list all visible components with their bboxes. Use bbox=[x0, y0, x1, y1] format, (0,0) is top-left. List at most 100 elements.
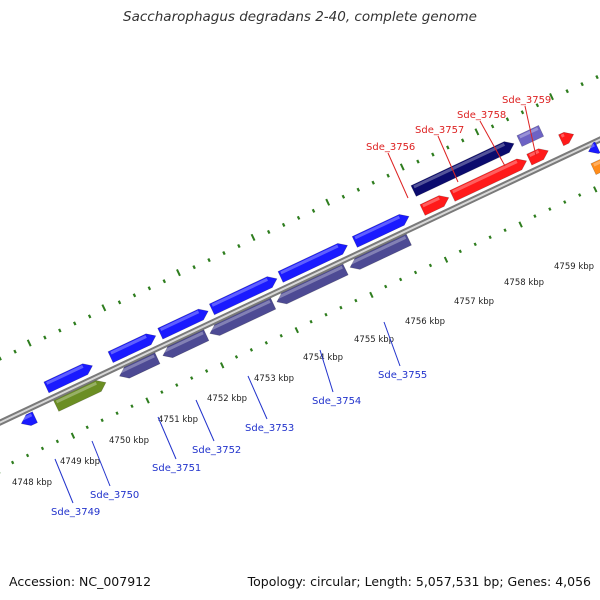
outer-tick bbox=[58, 328, 62, 333]
genome-summary: Topology: circular; Length: 5,057,531 bp… bbox=[247, 574, 591, 589]
navy-feature-highlight bbox=[413, 143, 505, 189]
gene-label-reverse: Sde_3753 bbox=[245, 423, 294, 434]
inner-tick bbox=[369, 291, 374, 299]
genome-title: Saccharophagus degradans 2-40, complete … bbox=[123, 9, 477, 25]
inner-tick bbox=[145, 397, 150, 404]
blue-feature-highlight bbox=[160, 310, 200, 331]
outer-tick bbox=[505, 117, 510, 122]
inner-tick bbox=[25, 453, 30, 458]
slate-feature bbox=[119, 352, 161, 379]
tick-marks bbox=[0, 75, 599, 474]
accession-label: Accession: NC_007912 bbox=[9, 574, 152, 589]
outer-tick bbox=[13, 349, 17, 354]
inner-tick bbox=[115, 411, 119, 416]
navy-feature bbox=[410, 141, 515, 197]
outer-tick bbox=[311, 208, 316, 213]
blue-feature bbox=[43, 363, 93, 394]
inner-tick bbox=[40, 446, 45, 451]
slate-feature-highlight bbox=[349, 236, 407, 265]
outer-tick bbox=[296, 215, 301, 220]
inner-tick bbox=[518, 221, 523, 228]
kbp-scale-labels: 4748 kbp 4749 kbp 4750 kbp 4751 kbp 4752 kbp… bbox=[12, 262, 594, 488]
red-feature bbox=[558, 131, 575, 147]
blue-small-feature-highlight bbox=[588, 143, 595, 149]
gene-label-forward: Sde_3759 bbox=[502, 95, 551, 106]
inner-tick bbox=[428, 263, 433, 268]
outer-tick bbox=[490, 124, 495, 129]
genome-backbone bbox=[0, 136, 600, 426]
blue-feature-highlight bbox=[46, 365, 84, 385]
outer-tick bbox=[73, 321, 77, 326]
gene-label-reverse: Sde_3752 bbox=[192, 445, 241, 456]
kbp-label: 4750 kbp bbox=[109, 436, 149, 446]
slate-feature-highlight bbox=[162, 331, 204, 353]
outer-tick bbox=[325, 198, 331, 206]
gene-label-reverse: Sde_3754 bbox=[312, 396, 361, 407]
inner-tick bbox=[294, 326, 299, 334]
outer-tick bbox=[43, 335, 47, 340]
gene-leader-line bbox=[247, 375, 268, 420]
gene-leader-line bbox=[54, 458, 74, 504]
outer-tick bbox=[371, 180, 375, 185]
outer-tick bbox=[341, 194, 346, 199]
outer-tick bbox=[176, 269, 181, 277]
kbp-label: 4754 kbp bbox=[303, 353, 343, 363]
inner-tick bbox=[70, 432, 76, 439]
inner-tick bbox=[578, 193, 582, 197]
inner-tick bbox=[175, 383, 179, 387]
olive-feature-highlight bbox=[55, 381, 97, 404]
inner-tick bbox=[85, 425, 89, 430]
gene-label-reverse: Sde_3750 bbox=[90, 490, 139, 501]
outer-tick bbox=[192, 265, 196, 270]
gene-leader-line bbox=[319, 349, 334, 393]
outer-tick bbox=[162, 279, 167, 284]
inner-tick bbox=[279, 333, 283, 338]
inner-tick bbox=[339, 305, 343, 310]
lavender-feature bbox=[516, 125, 545, 147]
lavender-feature-highlight bbox=[519, 127, 539, 139]
outer-tick bbox=[26, 339, 32, 347]
inner-tick bbox=[563, 200, 567, 204]
inner-tick bbox=[503, 228, 507, 233]
blue-feature-highlight bbox=[110, 335, 147, 355]
gene-label-reverse: Sde_3749 bbox=[51, 507, 100, 518]
red-feature bbox=[419, 195, 450, 216]
outer-tick bbox=[132, 293, 137, 298]
inner-tick bbox=[264, 341, 268, 345]
red-feature-highlight bbox=[422, 196, 440, 208]
blue-feature-highlight bbox=[280, 244, 339, 275]
outer-tick bbox=[386, 173, 390, 178]
inner-tick bbox=[384, 284, 388, 289]
red-feature-highlight bbox=[452, 160, 518, 194]
blue-small-feature bbox=[20, 411, 38, 426]
blue-feature bbox=[277, 243, 348, 283]
inner-tick bbox=[488, 235, 492, 240]
gene-label-forward: Sde_3758 bbox=[457, 110, 506, 121]
outer-tick bbox=[266, 229, 271, 235]
inner-tick bbox=[309, 319, 313, 324]
outer-tick bbox=[237, 243, 241, 249]
gene-label-forward: Sde_3756 bbox=[366, 142, 415, 153]
outer-tick bbox=[460, 138, 465, 143]
kbp-label: 4748 kbp bbox=[12, 478, 52, 488]
slate-feature-highlight bbox=[209, 300, 271, 331]
olive-feature bbox=[53, 380, 107, 412]
gene-leader-line bbox=[195, 399, 215, 442]
outer-tick bbox=[87, 314, 92, 319]
gene-leader-line bbox=[91, 440, 111, 487]
inner-tick bbox=[234, 355, 239, 359]
inner-tick bbox=[473, 242, 477, 247]
inner-tick bbox=[130, 404, 134, 409]
outer-tick bbox=[416, 159, 420, 164]
inner-tick bbox=[398, 277, 403, 282]
inner-tick bbox=[593, 186, 598, 193]
inner-tick bbox=[413, 270, 418, 275]
blue-feature-highlight bbox=[354, 215, 400, 240]
orange-feature bbox=[590, 159, 600, 175]
kbp-label: 4756 kbp bbox=[405, 317, 445, 327]
inner-tick bbox=[55, 439, 60, 444]
outer-tick bbox=[207, 258, 211, 263]
